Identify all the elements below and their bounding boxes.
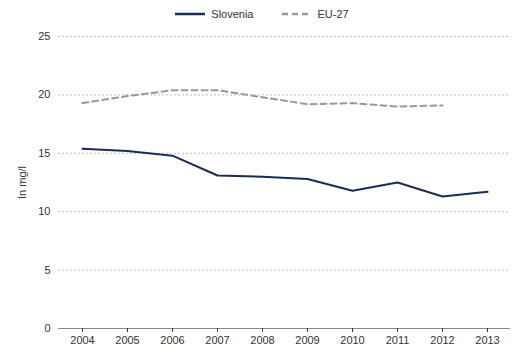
svg-text:2006: 2006: [160, 334, 184, 346]
svg-text:10: 10: [38, 205, 50, 217]
svg-text:In mg/l: In mg/l: [16, 166, 28, 199]
svg-text:2010: 2010: [340, 334, 364, 346]
svg-text:2012: 2012: [430, 334, 454, 346]
svg-text:15: 15: [38, 147, 50, 159]
svg-text:2007: 2007: [205, 334, 229, 346]
svg-text:25: 25: [38, 30, 50, 42]
svg-text:2011: 2011: [386, 334, 410, 346]
svg-text:20: 20: [38, 88, 50, 100]
html-text:EU-27: EU-27: [317, 8, 349, 20]
svg-text:2013: 2013: [475, 334, 499, 346]
svg-text:2005: 2005: [115, 334, 139, 346]
html-text:Slovenia: Slovenia: [211, 8, 254, 20]
svg-text:5: 5: [44, 264, 50, 276]
svg-text:0: 0: [44, 322, 50, 334]
svg-text:2009: 2009: [295, 334, 319, 346]
svg-text:2004: 2004: [70, 334, 94, 346]
svg-text:2008: 2008: [250, 334, 274, 346]
